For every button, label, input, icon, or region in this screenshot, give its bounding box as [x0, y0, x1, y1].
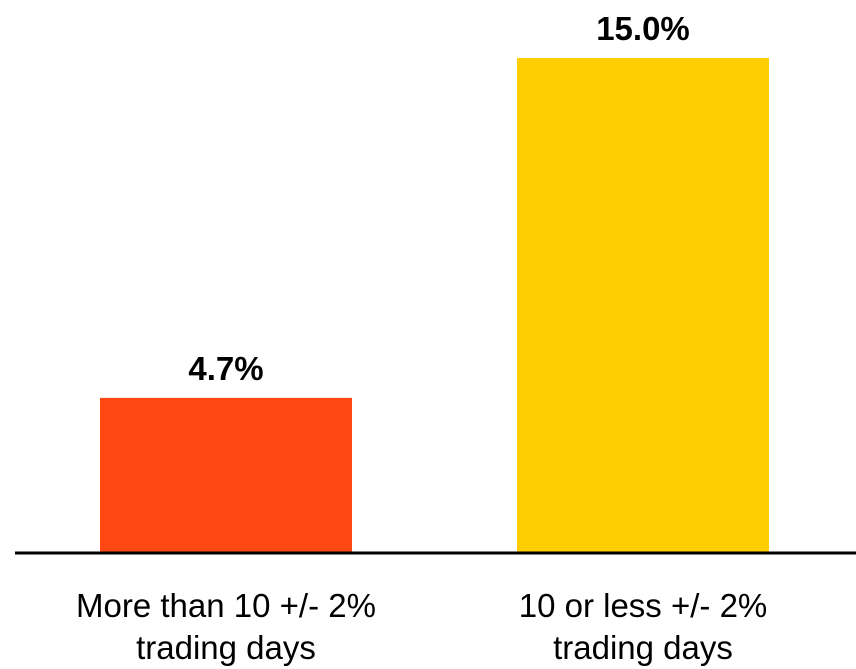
data-label-2: 15.0% — [596, 10, 690, 47]
category-label-1-line-1: More than 10 +/- 2% — [76, 587, 376, 624]
category-label-1-line-2: trading days — [136, 629, 316, 666]
data-label-1: 4.7% — [188, 350, 263, 387]
bar-1 — [100, 397, 352, 553]
category-label-2-line-1: 10 or less +/- 2% — [519, 587, 768, 624]
labels-layer: 4.7% More than 10 +/- 2% trading days 15.0%… — [76, 10, 767, 666]
category-label-2-line-2: trading days — [553, 629, 733, 666]
bar-2 — [517, 58, 769, 553]
bars-layer — [100, 58, 769, 553]
